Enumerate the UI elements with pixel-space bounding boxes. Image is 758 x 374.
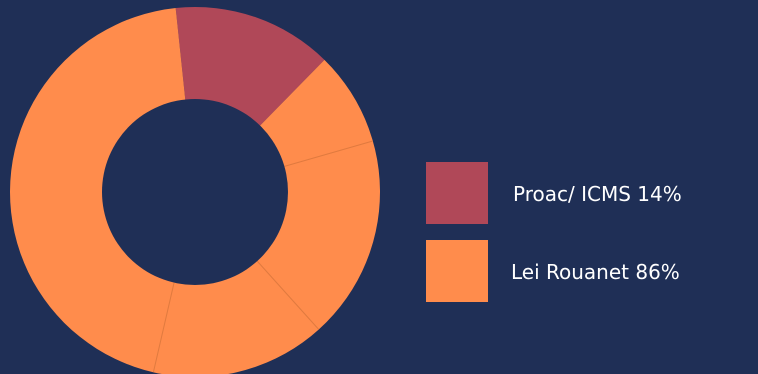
ring-divider-line <box>284 140 373 167</box>
ring-divider-line <box>256 260 320 330</box>
legend: Proac/ ICMS 14% Lei Rouanet 86% <box>426 162 682 302</box>
legend-label-lei-rouanet: Lei Rouanet 86% <box>511 260 680 284</box>
slice-lei-rouanet <box>10 8 380 374</box>
donut-dividers <box>152 140 373 373</box>
legend-swatch-proac-icms <box>426 162 488 224</box>
ring-divider-line <box>152 282 175 373</box>
donut-hole <box>102 99 288 285</box>
legend-label-proac-icms: Proac/ ICMS 14% <box>513 182 682 206</box>
legend-swatch-lei-rouanet <box>426 240 488 302</box>
